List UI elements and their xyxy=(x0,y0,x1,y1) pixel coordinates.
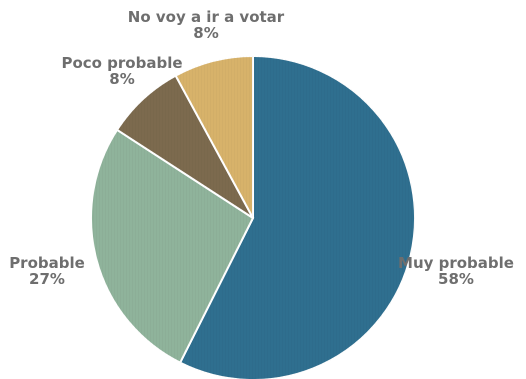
pie-slice-texture xyxy=(91,129,253,363)
slice-label: Muy probable xyxy=(398,254,514,272)
slice-label: Probable xyxy=(9,254,85,272)
slice-value-label: 27% xyxy=(29,270,65,288)
slice-value-label: 8% xyxy=(193,24,218,42)
pie-slice-texture xyxy=(175,56,253,218)
slice-value-label: 58% xyxy=(438,270,474,288)
pie-slice-texture xyxy=(117,75,253,219)
slice-label: No voy a ir a votar xyxy=(128,8,285,26)
slice-value-label: 8% xyxy=(109,70,134,88)
pie-slice-texture xyxy=(180,56,415,379)
slice-label: Poco probable xyxy=(61,54,182,72)
